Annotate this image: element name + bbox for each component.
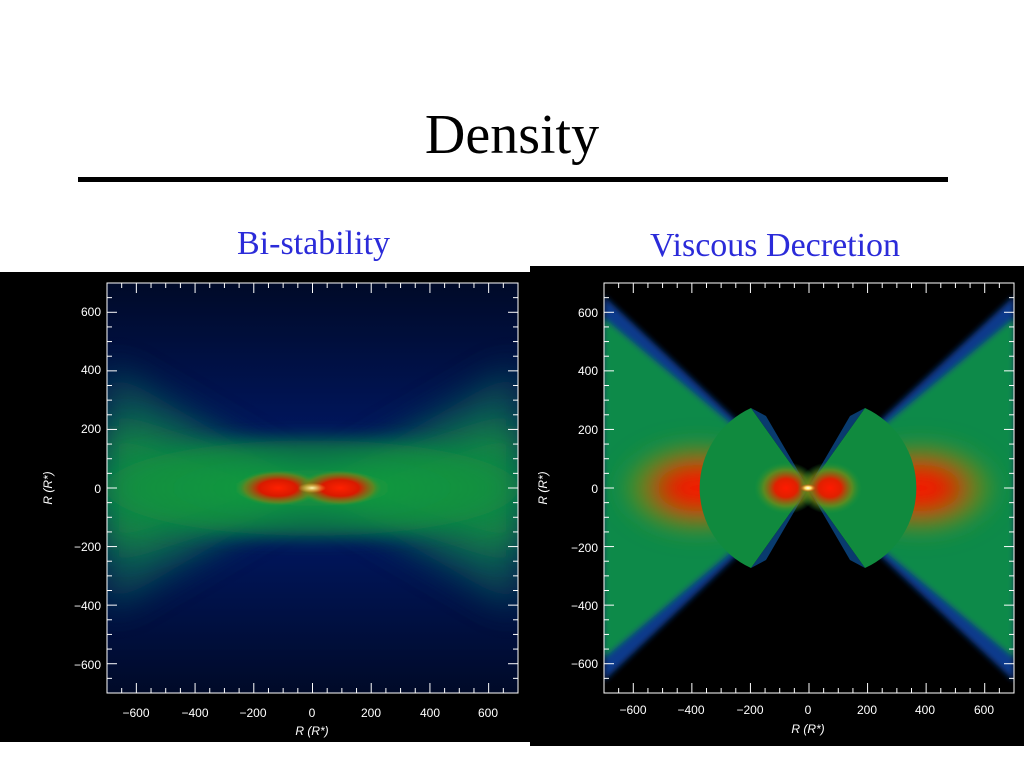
- x-tick-label: −400: [677, 703, 704, 717]
- x-tick-labels: −600 −400 −200 0 200 400 600: [122, 706, 498, 720]
- y-tick-label: 200: [578, 423, 598, 437]
- x-axis-label: R (R*): [791, 722, 824, 736]
- x-tick-label: 400: [420, 706, 440, 720]
- y-tick-label: 400: [578, 364, 598, 378]
- y-axis-label: R (R*): [41, 471, 55, 504]
- y-tick-label: 200: [81, 422, 101, 436]
- y-tick-label: −600: [571, 657, 598, 671]
- slide-title: Density: [424, 104, 600, 166]
- x-tick-label: −200: [239, 706, 266, 720]
- x-axis-label: R (R*): [295, 724, 328, 738]
- y-tick-label: 0: [94, 482, 101, 496]
- bi-stability-panel: 600 400 200 0 −200 −400 −600 −600 −400 −…: [0, 272, 530, 742]
- tick-marks: [603, 282, 1015, 694]
- y-tick-label: −400: [74, 599, 101, 613]
- y-tick-label: 600: [578, 306, 598, 320]
- viscous-decretion-panel: 600 400 200 0 −200 −400 −600 −600 −400 −…: [530, 266, 1024, 746]
- y-tick-label: −600: [74, 658, 101, 672]
- title-underline: [78, 177, 948, 182]
- y-tick-label: −400: [571, 599, 598, 613]
- y-tick-label: −200: [74, 540, 101, 554]
- y-tick-labels: 600 400 200 0 −200 −400 −600: [74, 305, 101, 672]
- y-tick-label: 0: [591, 482, 598, 496]
- y-tick-label: 600: [81, 305, 101, 319]
- x-tick-label: 0: [805, 703, 812, 717]
- x-tick-labels: −600 −400 −200 0 200 400 600: [619, 703, 994, 717]
- x-tick-label: −600: [122, 706, 149, 720]
- x-tick-label: 200: [361, 706, 381, 720]
- x-tick-label: 200: [857, 703, 877, 717]
- y-axis-label: R (R*): [536, 471, 550, 504]
- x-tick-label: 600: [974, 703, 994, 717]
- viscous-decretion-density-map: [604, 283, 1014, 693]
- bi-stability-plot: 600 400 200 0 −200 −400 −600 −600 −400 −…: [41, 282, 519, 738]
- left-panel-label: Bi-stability: [237, 225, 390, 262]
- x-tick-label: 600: [478, 706, 498, 720]
- viscous-decretion-plot: 600 400 200 0 −200 −400 −600 −600 −400 −…: [536, 282, 1015, 736]
- right-panel-label: Viscous Decretion: [650, 227, 901, 264]
- x-tick-label: −200: [736, 703, 763, 717]
- y-tick-label: −200: [571, 541, 598, 555]
- tick-marks: [106, 282, 519, 694]
- inner-decretion-disk: [699, 408, 917, 568]
- x-tick-label: −600: [619, 703, 646, 717]
- x-tick-label: 0: [309, 706, 316, 720]
- x-tick-label: 400: [915, 703, 935, 717]
- x-tick-label: −400: [181, 706, 208, 720]
- bi-stability-density-map: [107, 283, 518, 693]
- y-tick-labels: 600 400 200 0 −200 −400 −600: [571, 306, 598, 671]
- y-tick-label: 400: [81, 363, 101, 377]
